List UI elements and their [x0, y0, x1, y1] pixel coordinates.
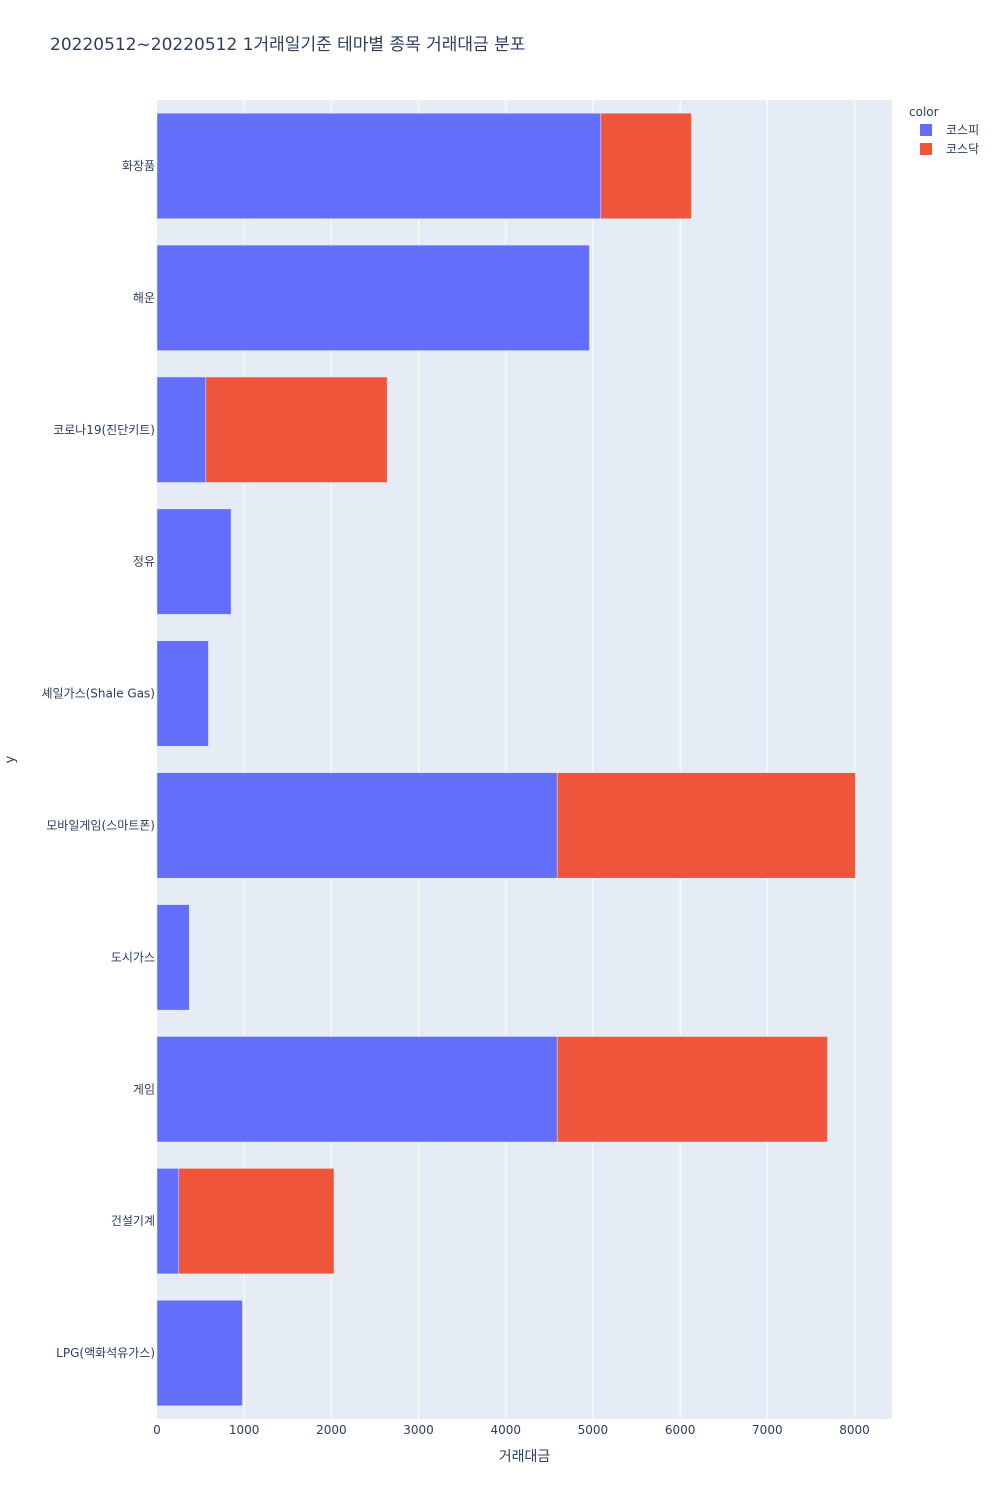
x-tick-label: 1000 [229, 1423, 260, 1437]
x-tick-label: 5000 [578, 1423, 609, 1437]
x-tick-label: 3000 [403, 1423, 434, 1437]
bar-kospi [156, 508, 232, 615]
bar-kospi [156, 112, 602, 219]
legend-label[interactable]: 코스닥 [946, 142, 979, 156]
bar-kosdaq [600, 112, 692, 219]
x-tick-label: 0 [153, 1423, 161, 1437]
y-axis-label: y [3, 755, 18, 763]
x-tick-label: 2000 [316, 1423, 347, 1437]
y-tick-label: 게임 [133, 1082, 155, 1096]
bar-kospi [156, 772, 558, 879]
legend-label[interactable]: 코스피 [946, 123, 979, 137]
legend-title: color [909, 105, 939, 119]
x-tick-label: 8000 [839, 1423, 870, 1437]
gridlines [243, 100, 856, 1419]
y-tick-label: 정유 [133, 555, 155, 569]
y-tick-label: 건설기계 [111, 1214, 155, 1228]
y-tick-label: 도시가스 [111, 950, 155, 964]
x-tick-label: 4000 [490, 1423, 521, 1437]
bar-kosdaq [556, 772, 856, 879]
x-tick-label: 7000 [752, 1423, 783, 1437]
bar-kospi [156, 1168, 180, 1275]
bar-kospi [156, 640, 209, 747]
bar-kosdaq [205, 376, 388, 483]
y-tick-label: 해운 [133, 291, 155, 305]
y-tick-label: LPG(액화석유가스) [56, 1346, 155, 1360]
bar-kospi [156, 376, 207, 483]
bar-kospi [156, 1036, 558, 1143]
y-tick-label: 화장품 [122, 159, 155, 173]
legend-swatch [920, 143, 932, 155]
legend-swatch [920, 124, 932, 136]
x-tick-label: 6000 [665, 1423, 696, 1437]
x-axis-ticks: 0 1000 2000 3000 4000 5000 6000 7000 8000 [153, 1423, 870, 1437]
bar-kospi [156, 1300, 243, 1407]
chart-title: 20220512~20220512 1거래일기준 테마별 종목 거래대금 분포 [50, 35, 525, 55]
y-tick-label: 셰일가스(Shale Gas) [41, 687, 155, 701]
y-tick-label: 모바일게임(스마트폰) [46, 818, 155, 832]
y-tick-label: 코로나19(진단키트) [53, 423, 155, 437]
bar-kospi [156, 244, 590, 351]
x-axis-label: 거래대금 [499, 1449, 551, 1465]
bars [156, 112, 856, 1407]
bar-kosdaq [178, 1168, 335, 1275]
bar-kospi [156, 904, 190, 1011]
bar-kosdaq [556, 1036, 828, 1143]
